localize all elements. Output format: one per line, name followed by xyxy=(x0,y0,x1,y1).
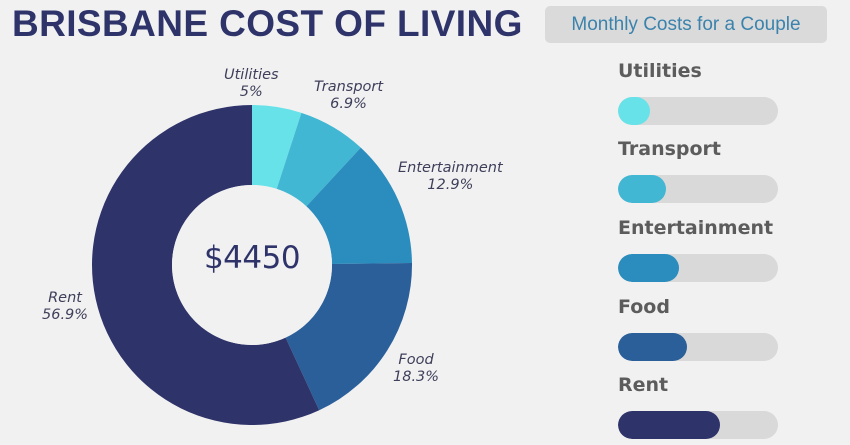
slice-label-value: 56.9% xyxy=(42,307,89,323)
bar-fill xyxy=(618,411,721,439)
bar-track xyxy=(618,254,778,282)
bar-fill xyxy=(618,175,666,203)
bar-label: Entertainment xyxy=(618,217,774,239)
bar-track xyxy=(618,175,778,203)
donut-center-total: $4450 xyxy=(203,240,301,276)
donut-slice-transport xyxy=(276,112,361,207)
slice-label-name: Food xyxy=(398,352,434,368)
slice-label-entertainment: Entertainment 12.9% xyxy=(398,160,503,194)
slice-label-name: Rent xyxy=(48,290,82,306)
bar-label: Transport xyxy=(618,138,722,160)
bar-item-utilities: Utilities xyxy=(618,60,778,125)
bar-label: Utilities xyxy=(618,60,702,82)
bar-item-transport: Transport xyxy=(618,138,778,203)
slice-label-utilities: Utilities 5% xyxy=(224,67,279,101)
bar-track xyxy=(618,97,778,125)
slice-label-value: 18.3% xyxy=(393,369,440,385)
donut-slice-utilities xyxy=(252,105,302,189)
slice-label-name: Transport xyxy=(314,79,384,95)
bar-track xyxy=(618,411,778,439)
bar-track xyxy=(618,333,778,361)
bar-item-food: Food xyxy=(618,296,778,361)
slice-label-value: 12.9% xyxy=(427,177,474,193)
bar-fill xyxy=(618,333,687,361)
slice-label-food: Food 18.3% xyxy=(393,352,439,386)
slice-label-value: 5% xyxy=(239,84,263,100)
bar-item-rent: Rent xyxy=(618,374,778,439)
page-title: BRISBANE COST OF LIVING xyxy=(12,3,523,44)
bar-label: Rent xyxy=(618,374,669,396)
bar-fill xyxy=(618,97,650,125)
subtitle-badge: Monthly Costs for a Couple xyxy=(545,6,827,43)
slice-label-transport: Transport 6.9% xyxy=(314,79,383,113)
donut-slice-entertainment xyxy=(306,147,412,264)
donut-slice-rent xyxy=(92,105,320,425)
subtitle-text: Monthly Costs for a Couple xyxy=(571,13,801,35)
donut-hole xyxy=(172,185,332,345)
slice-label-name: Utilities xyxy=(224,67,279,83)
slice-label-rent: Rent 56.9% xyxy=(42,290,88,324)
bar-fill xyxy=(618,254,679,282)
bar-label: Food xyxy=(618,296,670,318)
donut-chart xyxy=(92,105,412,425)
bar-item-entertainment: Entertainment xyxy=(618,217,778,282)
slice-label-name: Entertainment xyxy=(398,160,503,176)
donut-slice-food xyxy=(285,262,412,411)
slice-label-value: 6.9% xyxy=(330,96,367,112)
